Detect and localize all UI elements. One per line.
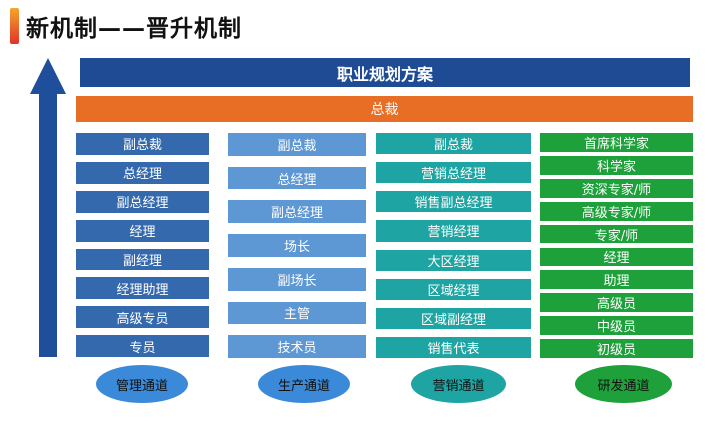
promotion-arrow-shaft	[39, 92, 57, 357]
track-rnd-level: 中级员	[540, 316, 693, 335]
track-management-level: 专员	[76, 335, 209, 357]
track-marketing-level: 营销经理	[376, 220, 531, 242]
track-production-level: 场长	[228, 234, 366, 257]
track-production-level: 副总裁	[228, 133, 366, 156]
track-rnd-level: 高级专家/师	[540, 201, 693, 221]
track-production-label: 生产通道	[258, 365, 350, 403]
track-marketing-level: 区域经理	[376, 278, 531, 300]
track-marketing-level: 营销总经理	[376, 162, 531, 184]
track-marketing-level: 销售副总经理	[376, 191, 531, 213]
track-marketing-label: 营销通道	[411, 365, 506, 403]
ceo-banner: 总裁	[76, 96, 693, 122]
title-accent-bar	[10, 8, 19, 44]
track-management-level: 副总经理	[76, 190, 209, 213]
track-rnd-level: 资深专家/师	[540, 178, 693, 198]
track-production-level: 副场长	[228, 267, 366, 291]
track-production-level: 主管	[228, 301, 366, 325]
track-rnd-level: 首席科学家	[540, 133, 693, 152]
track-production-level: 总经理	[228, 166, 366, 190]
track-rnd-level: 科学家	[540, 155, 693, 175]
track-rnd-level: 经理	[540, 247, 693, 266]
track-rnd-level: 初级员	[540, 339, 693, 358]
track-rnd-level: 专家/师	[540, 224, 693, 244]
track-management-label: 管理通道	[96, 365, 188, 403]
track-marketing-level: 副总裁	[376, 133, 531, 155]
track-management-level: 经理助理	[76, 277, 209, 300]
track-rnd-level: 高级员	[540, 293, 693, 312]
track-marketing-level: 销售代表	[376, 336, 531, 358]
track-production-level: 副总经理	[228, 200, 366, 224]
track-management-level: 副经理	[76, 248, 209, 271]
promotion-arrow-head	[30, 58, 66, 94]
track-rnd-label: 研发通道	[575, 365, 672, 403]
track-rnd-level: 助理	[540, 270, 693, 289]
track-production-level: 技术员	[228, 335, 366, 358]
page-title: 新机制——晋升机制	[26, 16, 242, 42]
track-management-level: 副总裁	[76, 133, 209, 155]
track-management-level: 高级专员	[76, 306, 209, 329]
career-plan-banner: 职业规划方案	[80, 58, 690, 87]
track-marketing-level: 区域副经理	[376, 307, 531, 329]
track-management-level: 总经理	[76, 161, 209, 184]
track-management-level: 经理	[76, 219, 209, 242]
track-marketing-level: 大区经理	[376, 249, 531, 271]
